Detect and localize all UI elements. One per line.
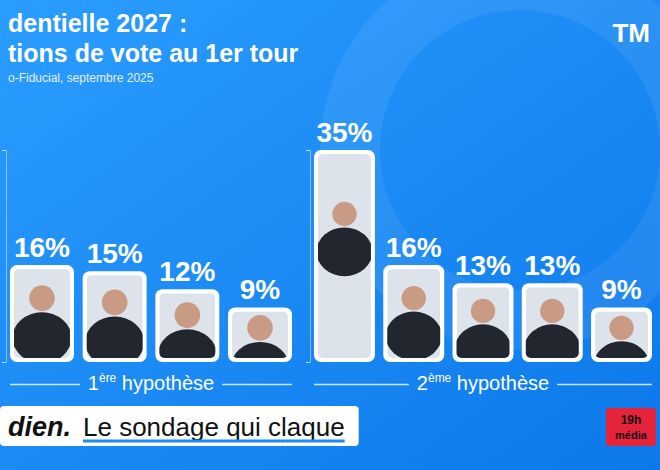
portrait-body xyxy=(457,324,510,358)
portrait-head xyxy=(402,286,426,310)
source: o-Fiducial, septembre 2025 xyxy=(8,71,154,85)
bar-group xyxy=(522,283,583,362)
portrait-head xyxy=(29,285,55,311)
background xyxy=(0,0,660,470)
badge-text: média xyxy=(615,429,648,441)
rule xyxy=(10,384,80,386)
tick xyxy=(2,150,6,151)
data-label: 9% xyxy=(240,274,281,305)
tick xyxy=(306,150,310,151)
y-axis xyxy=(2,151,7,363)
portrait-head xyxy=(540,299,564,323)
portrait-body xyxy=(14,312,70,358)
tick-mark xyxy=(306,150,310,151)
bar-group xyxy=(155,289,219,362)
data-label: 12% xyxy=(159,256,215,287)
panel: 35% 16% 13% 13% 9% 2ème hypothèse xyxy=(306,117,652,394)
footer: dien. Le sondage qui claque xyxy=(0,406,359,446)
bars xyxy=(10,265,292,362)
logo: TM xyxy=(612,18,650,48)
rule xyxy=(314,384,409,386)
bars xyxy=(314,150,652,362)
portrait-head xyxy=(247,315,273,341)
portrait-body xyxy=(387,312,440,358)
portrait xyxy=(87,275,143,358)
bar-group xyxy=(453,283,514,362)
data-label: 35% xyxy=(316,117,372,148)
bar-group xyxy=(83,271,147,362)
badge-bg xyxy=(606,408,656,446)
bar-group xyxy=(591,307,652,362)
portrait-head xyxy=(332,202,356,226)
portrait xyxy=(387,269,440,358)
portrait xyxy=(232,311,288,358)
bar xyxy=(383,265,444,362)
axis-line xyxy=(306,151,311,363)
portrait xyxy=(526,287,579,358)
tick-mark xyxy=(2,150,6,151)
chart-root: dentielle 2027 :tions de vote au 1er tou… xyxy=(0,0,660,470)
portrait xyxy=(318,154,371,358)
tick xyxy=(306,362,310,363)
underline xyxy=(83,440,345,443)
banner xyxy=(0,406,359,446)
panel-title: 2ème hypothèse xyxy=(417,371,549,394)
subtitle: tions de vote au 1er tour xyxy=(8,39,299,67)
data-label: 15% xyxy=(87,238,143,269)
portrait xyxy=(457,287,510,358)
panel: 16% 15% 12% 9% 1ère hypothèse xyxy=(2,151,292,395)
portrait-body xyxy=(318,227,371,276)
bar-group xyxy=(10,265,74,362)
panel-title: 1ère hypothèse xyxy=(88,371,214,394)
data-label: 9% xyxy=(601,274,642,305)
tagline: Le sondage qui claque xyxy=(83,412,345,442)
data-label: 16% xyxy=(14,232,70,263)
portrait-body xyxy=(159,329,215,358)
bar-group xyxy=(383,265,444,362)
rule xyxy=(557,384,652,386)
bar-group xyxy=(314,150,375,362)
portrait-head xyxy=(102,290,128,316)
title: dentielle 2027 : xyxy=(8,9,187,37)
badge: 19h média xyxy=(606,408,656,446)
portrait-body xyxy=(526,324,579,358)
data-label: 13% xyxy=(524,250,580,281)
rule xyxy=(222,384,292,386)
y-axis xyxy=(306,151,311,363)
tick xyxy=(2,362,6,363)
tick-mark xyxy=(2,362,6,363)
data-label: 16% xyxy=(386,232,442,263)
portrait-body xyxy=(595,341,648,358)
portrait xyxy=(14,269,70,358)
portrait xyxy=(595,311,648,358)
bar-group xyxy=(228,307,292,362)
portrait xyxy=(159,293,215,358)
bar xyxy=(314,150,375,362)
portrait-head xyxy=(471,299,495,323)
data-label: 13% xyxy=(455,250,511,281)
portrait-head xyxy=(175,302,201,328)
tick-mark xyxy=(306,362,310,363)
axis-line xyxy=(2,151,7,363)
show-name: dien. xyxy=(8,412,71,442)
portrait-head xyxy=(609,316,633,340)
portrait-body xyxy=(87,316,143,358)
portrait-body xyxy=(232,342,288,358)
badge-time: 19h xyxy=(621,413,642,427)
